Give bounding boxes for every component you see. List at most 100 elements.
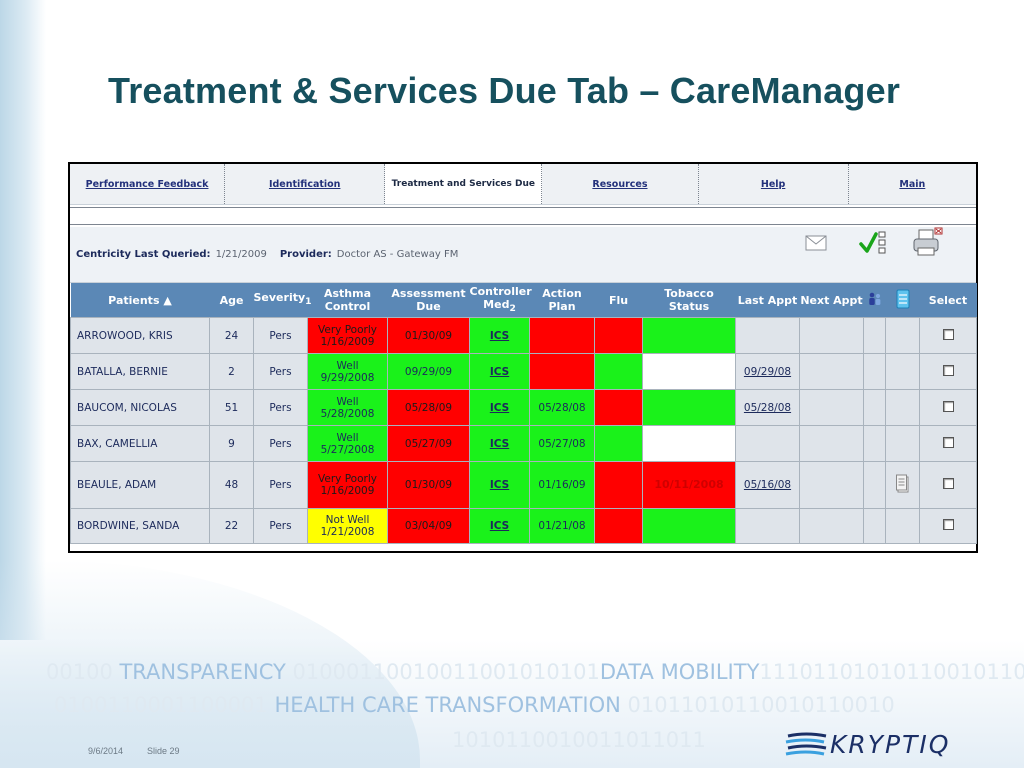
banner-line-1: 00100 TRANSPARENCY 010001100100110010101… [46,660,1024,684]
header-asthma-control[interactable]: Asthma Control [307,283,388,318]
header-controller-med[interactable]: Controller Med2 [469,283,532,318]
tab-treatment-services-due[interactable]: Treatment and Services Due [385,164,543,204]
header-action-plan[interactable]: Action Plan [529,283,595,318]
slide-title: Treatment & Services Due Tab – CareManag… [108,70,901,111]
patient-name[interactable]: BATALLA, BERNIE [70,353,210,390]
select-checkbox[interactable] [942,478,954,489]
header-people-icon[interactable] [863,283,886,318]
header-severity[interactable]: Severity1 [253,283,312,318]
controller-med-cell: ICS [469,317,530,354]
patients-table: Patients ▲ Age Severity1 Asthma Control … [70,283,977,544]
assessment-due-cell: 01/30/09 [387,317,470,354]
action-plan-cell: 01/16/09 [529,461,595,509]
header-assessment-due[interactable]: Assessment Due [387,283,470,318]
people-cell [863,508,886,544]
select-cell [919,389,977,426]
patient-age: 51 [209,389,254,426]
ics-link[interactable]: ICS [489,401,510,414]
last-appt-link[interactable]: 09/29/08 [743,365,792,378]
header-document-icon[interactable] [885,283,920,318]
table-row: ARROWOOD, KRIS 24 Pers Very Poorly 1/16/2… [70,317,977,354]
header-select[interactable]: Select [919,283,977,318]
header-flu[interactable]: Flu [594,283,643,318]
tab-help[interactable]: Help [699,164,849,204]
asthma-control-cell: Very Poorly 1/16/2009 [307,317,388,354]
patient-name[interactable]: ARROWOOD, KRIS [70,317,210,354]
checklist-icon[interactable] [859,230,889,256]
select-cell [919,353,977,390]
last-appt-link[interactable]: 05/28/08 [743,401,792,414]
select-checkbox[interactable] [942,364,954,376]
asthma-control-cell: Not Well 1/21/2008 [307,508,388,544]
patient-name[interactable]: BAX, CAMELLIA [70,425,210,462]
patient-name[interactable]: BAUCOM, NICOLAS [70,389,210,426]
assessment-due-cell: 03/04/09 [387,508,470,544]
assessment-due-cell: 05/28/09 [387,389,470,426]
patient-severity: Pers [253,461,308,509]
asthma-control-cell: Well 5/28/2008 [307,389,388,426]
tab-main[interactable]: Main [899,178,926,190]
patient-severity: Pers [253,353,308,390]
patient-name[interactable]: BEAULE, ADAM [70,461,210,509]
ics-link[interactable]: ICS [489,479,510,491]
select-checkbox[interactable] [942,328,954,340]
header-tobacco-status[interactable]: Tobacco Status [642,283,736,318]
select-cell [919,425,977,462]
document-cell [885,425,920,462]
sort-asc-icon: ▲ [163,293,172,307]
tobacco-status-cell [642,425,736,462]
header-age[interactable]: Age [209,283,254,318]
controller-med-cell: ICS [469,353,530,390]
tobacco-status-cell [642,353,736,390]
header-next-appt[interactable]: Next Appt [799,283,864,318]
last-appt-cell [735,425,800,462]
ics-link[interactable]: ICS [489,365,510,378]
ics-link[interactable]: ICS [489,329,510,342]
printer-icon[interactable] [910,227,944,259]
caremanager-screenshot: Performance Feedback Identification Trea… [68,162,978,553]
document-icon [896,289,909,308]
patient-severity: Pers [253,389,308,426]
select-checkbox[interactable] [942,519,954,530]
assessment-due-cell: 05/27/09 [387,425,470,462]
slide-date: 9/6/2014 [88,746,124,756]
people-cell [863,425,886,462]
notes-icon[interactable] [895,474,910,494]
next-appt-cell [799,317,864,354]
document-cell [885,353,920,390]
last-queried-label: Centricity Last Queried: [76,249,211,260]
header-last-appt[interactable]: Last Appt [735,283,800,318]
ics-link[interactable]: ICS [489,520,510,532]
flu-cell [594,425,643,462]
ics-link[interactable]: ICS [489,437,510,450]
envelope-icon[interactable] [805,235,827,251]
last-appt-link[interactable]: 05/16/08 [743,479,792,491]
patient-severity: Pers [253,508,308,544]
patient-severity: Pers [253,425,308,462]
document-cell [885,461,920,509]
asthma-control-cell: Well 5/27/2008 [307,425,388,462]
last-queried-value: 1/21/2009 [215,249,267,260]
patient-name[interactable]: BORDWINE, SANDA [70,508,210,544]
next-appt-cell [799,353,864,390]
tab-performance-feedback[interactable]: Performance Feedback [70,164,226,204]
controller-med-cell: ICS [469,461,530,509]
select-checkbox[interactable] [942,400,954,412]
tab-identification[interactable]: Identification [225,164,386,204]
header-patients[interactable]: Patients ▲ [70,283,210,318]
flu-cell [594,389,643,426]
tab-bar: Performance Feedback Identification Trea… [70,164,976,205]
next-appt-cell [799,389,864,426]
blank-row [70,207,976,225]
last-appt-cell [735,317,800,354]
table-row: BAUCOM, NICOLAS 51 Pers Well 5/28/2008 05… [70,389,977,426]
select-checkbox[interactable] [942,436,954,448]
provider-label: Provider: [279,249,332,260]
last-appt-cell [735,508,800,544]
tab-resources[interactable]: Resources [542,164,699,204]
patient-age: 24 [209,317,254,354]
patient-age: 22 [209,508,254,544]
flu-cell [594,317,643,354]
table-row: BAX, CAMELLIA 9 Pers Well 5/27/2008 05/27… [70,425,977,462]
action-plan-cell: 05/27/08 [529,425,595,462]
